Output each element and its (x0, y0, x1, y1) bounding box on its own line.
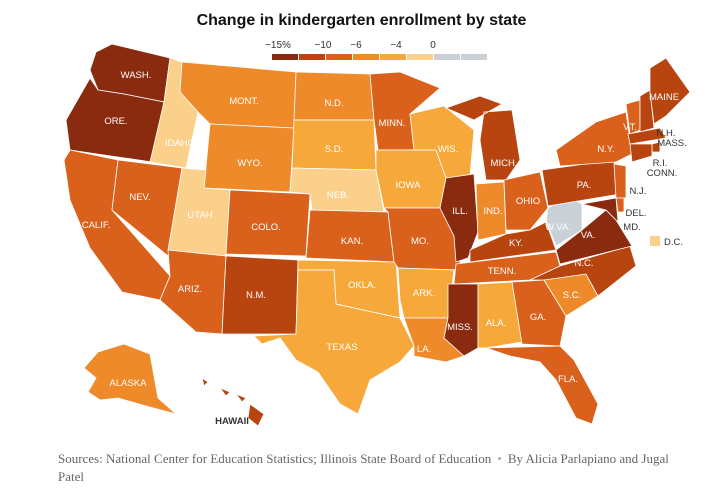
state-label-mt: MONT. (229, 96, 259, 107)
state-label-il: ILL. (452, 206, 468, 217)
state-label-nv: NEV. (129, 192, 150, 203)
state-label-ks: KAN. (341, 236, 363, 247)
map-title: Change in kindergarten enrollment by sta… (196, 12, 527, 29)
state-label-wa: WASH. (121, 70, 152, 81)
state-label-tn: TENN. (488, 266, 517, 277)
dc-swatch (650, 236, 660, 246)
state-label-hi: HAWAII (215, 416, 249, 427)
state-mt[interactable] (179, 61, 297, 129)
state-label-ms: MISS. (447, 322, 473, 333)
state-oh[interactable] (503, 171, 549, 231)
dc-label: D.C. (664, 237, 683, 248)
legend-swatch (407, 54, 433, 60)
state-label-sd: S.D. (325, 144, 343, 155)
state-de[interactable] (615, 197, 625, 213)
state-label-ut: UTAH (187, 210, 212, 221)
state-label-ia: IOWA (396, 180, 422, 191)
state-label-de: DEL. (625, 208, 646, 219)
state-label-co: COLO. (251, 222, 281, 233)
state-label-ri: R.I. (653, 158, 668, 169)
state-md[interactable] (581, 197, 619, 224)
state-label-mo: MO. (411, 236, 429, 247)
state-label-nj: N.J. (630, 186, 647, 197)
state-nj[interactable] (613, 163, 627, 199)
state-ia[interactable] (375, 149, 447, 209)
legend-tick: −4 (390, 40, 402, 51)
legend-swatch (353, 54, 379, 60)
legend-swatch (434, 54, 460, 60)
state-ny[interactable] (555, 111, 633, 167)
state-label-ny: N.Y. (597, 144, 614, 155)
state-label-wy: WYO. (237, 158, 262, 169)
state-label-ca: CALIF. (82, 220, 111, 231)
state-ak[interactable] (83, 343, 177, 415)
state-label-va: VA. (581, 230, 596, 241)
legend-swatch (299, 54, 325, 60)
source-footer: Sources: National Center for Education S… (58, 450, 698, 486)
state-label-me: MAINE (649, 92, 679, 103)
state-label-mn: MINN. (379, 118, 406, 129)
sources-text: Sources: National Center for Education S… (58, 451, 492, 466)
state-label-mi: MICH. (491, 158, 518, 169)
state-label-az: ARIZ. (178, 284, 202, 295)
state-label-ak: ALASKA (110, 378, 148, 389)
legend-swatch (380, 54, 406, 60)
separator-dot: • (497, 451, 502, 466)
state-al[interactable] (477, 281, 523, 349)
state-label-ga: GA. (530, 312, 546, 323)
color-legend: −15% −10 −6 −4 0 (265, 40, 488, 60)
state-fl[interactable] (485, 345, 599, 425)
state-tx[interactable] (253, 269, 415, 415)
state-label-fl: FLA. (558, 374, 578, 385)
legend-tick: 0 (430, 40, 436, 51)
state-label-ma: MASS. (657, 138, 687, 149)
state-label-in: IND. (484, 206, 503, 217)
legend-swatch (461, 54, 487, 60)
state-label-pa: PA. (577, 180, 592, 191)
state-label-la: LA. (417, 344, 431, 355)
state-label-oh: OHIO (516, 196, 540, 207)
state-label-id: IDAHO (165, 138, 195, 149)
state-nd[interactable] (293, 71, 375, 121)
state-label-al: ALA. (486, 318, 507, 329)
state-nh[interactable] (639, 89, 655, 133)
legend-swatch (326, 54, 352, 60)
state-il[interactable] (439, 173, 479, 263)
legend-swatch (272, 54, 298, 60)
state-nc[interactable] (529, 245, 637, 297)
state-label-nm: N.M. (246, 290, 266, 301)
state-ma[interactable] (627, 127, 667, 145)
state-label-ar: ARK. (413, 288, 435, 299)
state-label-md: MD. (623, 222, 640, 233)
state-label-sc: S.C. (563, 290, 581, 301)
state-label-nh: N.H. (657, 128, 676, 139)
state-label-ky: KY. (509, 238, 523, 249)
state-nv[interactable] (111, 159, 183, 257)
state-label-wv: W.VA. (545, 222, 571, 233)
legend-tick: −6 (350, 40, 362, 51)
state-label-vt: VT. (623, 122, 637, 133)
legend-tick: −15% (265, 40, 291, 51)
state-label-tx: TEXAS (326, 342, 357, 353)
state-label-wi: WIS. (438, 144, 459, 155)
state-label-or: ORE. (104, 116, 127, 127)
legend-tick: −10 (314, 40, 332, 51)
state-me[interactable] (649, 57, 691, 125)
byline-text: By Alicia Parlapiano and Jugal Patel (58, 451, 669, 484)
state-label-nd: N.D. (325, 98, 344, 109)
state-label-ct: CONN. (647, 168, 678, 179)
state-label-ne: NEB. (327, 190, 349, 201)
state-hi[interactable] (201, 377, 265, 427)
state-label-nc: N.C. (575, 258, 594, 269)
state-label-ok: OKLA. (348, 280, 376, 291)
state-ct[interactable] (629, 143, 653, 163)
legend-ticks: −15% −10 −6 −4 0 (265, 40, 488, 52)
legend-color-bar (272, 54, 488, 60)
